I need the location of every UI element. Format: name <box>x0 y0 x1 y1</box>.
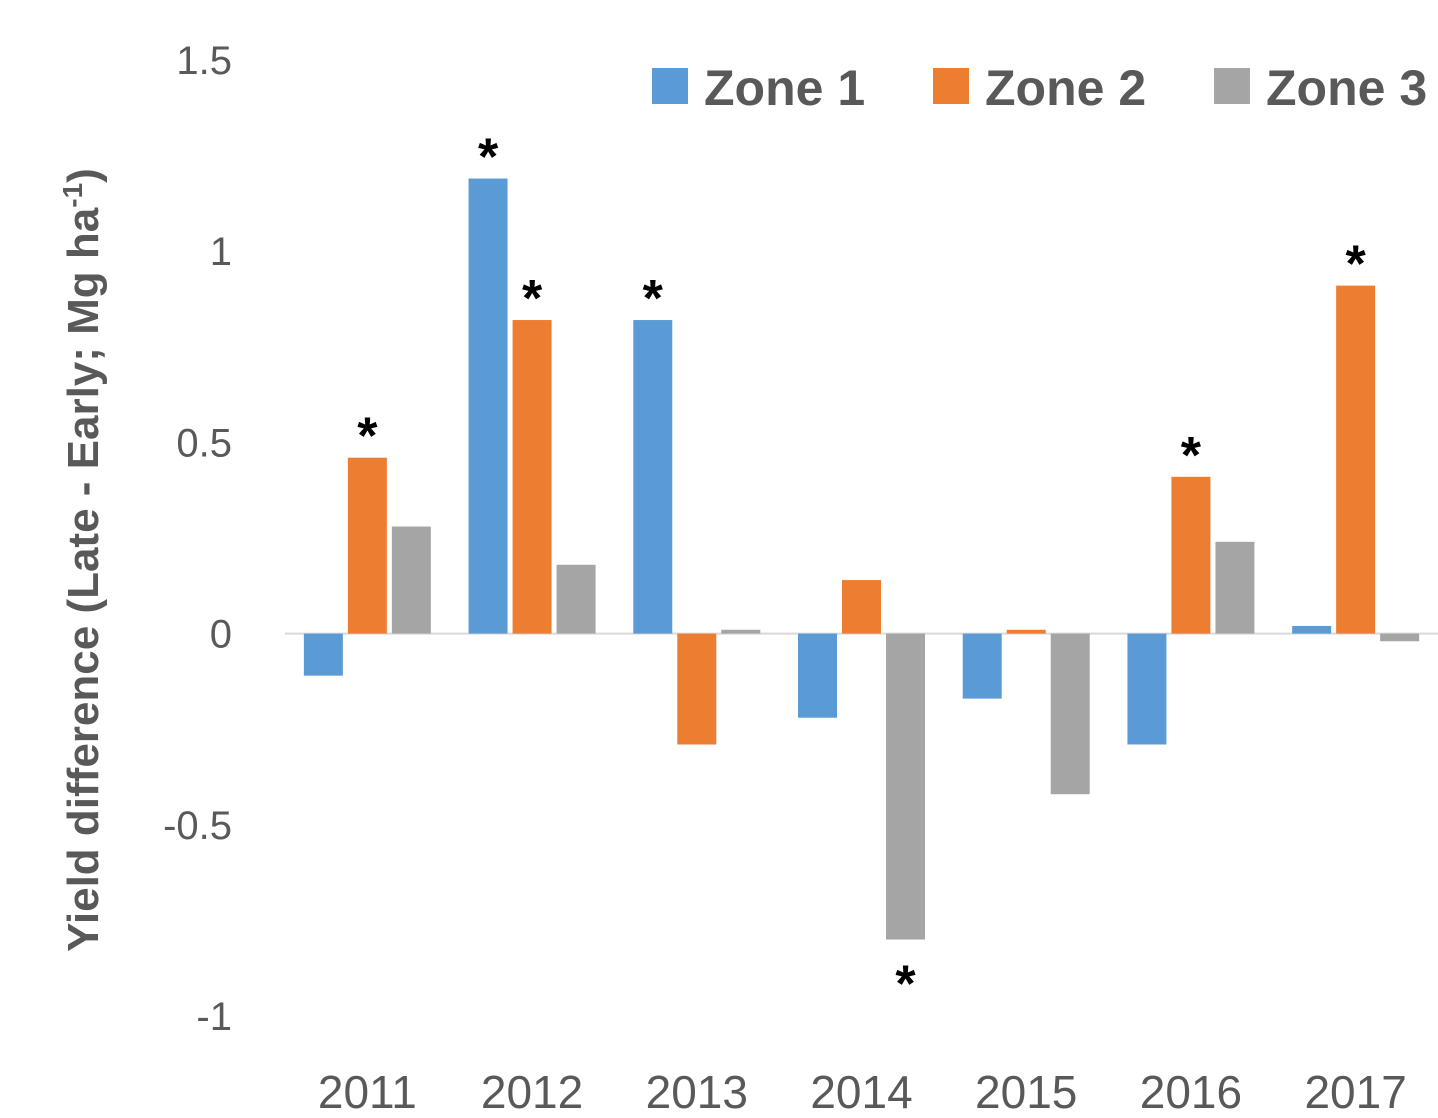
significance-marker: * <box>643 270 664 328</box>
significance-marker: * <box>478 129 499 187</box>
bar <box>1127 633 1167 745</box>
y-tick-label: 1.5 <box>176 39 232 83</box>
significance-marker: * <box>895 956 916 1014</box>
legend-label: Zone 1 <box>704 60 865 116</box>
bar <box>842 580 881 634</box>
significance-marker: * <box>1181 427 1202 485</box>
bar <box>633 320 673 634</box>
y-axis-title-superscript: -1 <box>57 183 88 208</box>
bar <box>721 629 761 634</box>
y-tick-label: -1 <box>196 995 232 1039</box>
legend-swatch <box>1214 68 1250 104</box>
y-axis-title: Yield difference (Late - Early; Mg ha-1) <box>57 168 108 952</box>
legend-label: Zone 3 <box>1266 60 1427 116</box>
x-tick-label: 2012 <box>481 1066 583 1118</box>
bar <box>512 320 552 634</box>
y-tick-label: -0.5 <box>163 804 232 848</box>
significance-marker: * <box>357 408 378 466</box>
bar <box>677 633 717 745</box>
legend-swatch <box>652 68 688 104</box>
bar <box>1292 625 1332 634</box>
y-axis-title-text: Yield difference (Late - Early; Mg ha <box>59 207 108 952</box>
legend-label: Zone 2 <box>985 60 1146 116</box>
x-tick-label: 2017 <box>1304 1066 1406 1118</box>
x-tick-label: 2013 <box>646 1066 748 1118</box>
bar <box>1050 633 1090 795</box>
x-tick-label: 2011 <box>318 1066 417 1118</box>
bar <box>1171 476 1211 634</box>
bar <box>347 457 387 634</box>
bar <box>468 178 508 634</box>
y-tick-label: 1 <box>210 230 232 274</box>
legend-swatch <box>933 68 969 104</box>
y-tick-label: 0 <box>210 613 232 657</box>
bar <box>962 633 1002 699</box>
bar <box>1006 629 1046 634</box>
bar <box>303 633 343 676</box>
bar <box>556 564 596 634</box>
bar <box>1380 633 1420 642</box>
x-tick-label: 2016 <box>1140 1066 1242 1118</box>
bar <box>1215 541 1255 634</box>
significance-marker: * <box>522 270 543 328</box>
y-tick-label: 0.5 <box>176 421 232 465</box>
bar <box>391 526 431 634</box>
x-tick-label: 2015 <box>975 1066 1077 1118</box>
bar <box>798 633 837 718</box>
y-axis-title-suffix: ) <box>59 168 108 183</box>
bar <box>1336 285 1376 634</box>
bar <box>886 633 925 940</box>
x-tick-label: 2014 <box>810 1066 912 1118</box>
significance-marker: * <box>1346 236 1367 294</box>
